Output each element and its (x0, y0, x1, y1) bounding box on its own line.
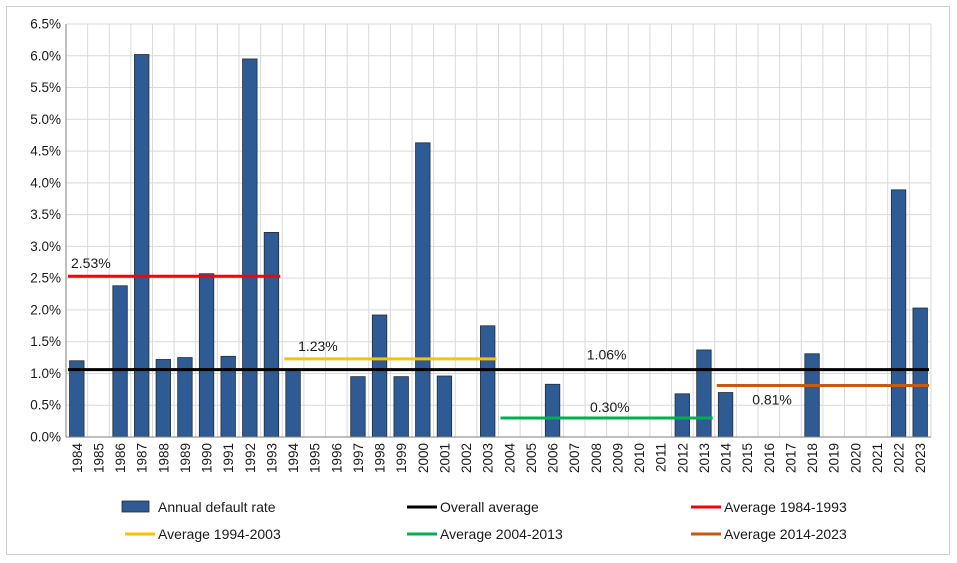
y-tick-label: 1.0% (30, 366, 61, 381)
bar-2012 (674, 393, 690, 438)
y-tick-label: 5.0% (30, 112, 61, 127)
x-tick-label: 1989 (178, 443, 193, 473)
x-tick-label: 2004 (502, 443, 517, 474)
x-tick-label: 1988 (156, 443, 171, 473)
bar-1998 (371, 314, 388, 438)
x-tick-label: 2021 (870, 443, 885, 473)
x-tick-label: 2011 (654, 443, 669, 472)
x-tick-label: 1994 (286, 443, 301, 474)
y-tick-label: 1.5% (30, 334, 61, 349)
y-tick-label: 3.0% (30, 239, 61, 254)
x-tick-label: 1986 (113, 443, 128, 473)
x-tick-label: 2005 (524, 443, 539, 473)
x-tick-label: 1992 (243, 443, 258, 473)
x-tick-label: 2017 (783, 443, 798, 473)
x-tick-label: 2006 (546, 443, 561, 473)
x-tick-label: 1997 (351, 443, 366, 473)
x-tick-label: 1984 (70, 443, 85, 474)
x-tick-label: 2001 (437, 443, 452, 473)
x-tick-label: 2012 (675, 443, 690, 473)
average-label-4: 0.81% (752, 392, 792, 408)
bar-1994 (285, 369, 301, 438)
bar-1987 (134, 54, 150, 438)
bar-1984 (69, 360, 85, 438)
y-tick-label: 3.5% (30, 207, 61, 222)
y-tick-label: 0.0% (30, 430, 61, 445)
gridlines (65, 23, 932, 438)
y-tick-label: 2.0% (30, 302, 61, 317)
x-tick-label: 1993 (264, 443, 279, 473)
bar-1993 (263, 232, 280, 438)
bar-1997 (350, 376, 366, 438)
x-tick-label: 2018 (805, 443, 820, 473)
bar-2018 (804, 353, 820, 438)
legend-label: Overall average (440, 499, 539, 515)
bar-1999 (393, 376, 409, 438)
bar-2006 (544, 383, 561, 438)
y-tick-label: 0.5% (30, 398, 61, 413)
legend-label: Average 2004-2013 (440, 526, 563, 542)
x-tick-label: 1987 (135, 443, 150, 473)
bar-1986 (112, 285, 128, 438)
x-tick-label: 2015 (740, 443, 755, 473)
x-tick-label: 1985 (91, 443, 106, 473)
average-lines: 1.06% 2.53% 1.23% 0.30% 0.81% (68, 255, 929, 420)
bar-2023 (912, 307, 928, 438)
y-tick-label: 6.5% (30, 17, 61, 32)
average-label-2: 1.23% (298, 338, 338, 354)
bar-2022 (890, 189, 907, 438)
x-tick-label: 2002 (459, 443, 474, 473)
legend-swatch-bar (121, 500, 150, 513)
x-tick-label: 2019 (827, 443, 842, 473)
average-label-0: 1.06% (587, 347, 627, 363)
bar-2014 (717, 392, 734, 438)
x-tick-label: 2009 (610, 443, 625, 473)
average-label-3: 0.30% (590, 399, 630, 415)
y-tick-label: 5.5% (30, 80, 61, 95)
legend-label: Average 1984-1993 (724, 499, 847, 515)
legend: Annual default rate Overall average Averag… (121, 499, 847, 542)
legend-label: Annual default rate (158, 499, 276, 515)
x-tick-label: 2000 (416, 443, 431, 473)
bar-1992 (242, 58, 258, 438)
x-tick-label: 1990 (200, 443, 215, 473)
x-tick-label: 2020 (848, 443, 863, 473)
x-tick-label: 1991 (221, 443, 236, 473)
y-tick-label: 4.0% (30, 175, 61, 190)
average-label-1: 2.53% (71, 255, 111, 271)
x-tick-label: 2022 (892, 443, 907, 473)
bar-2001 (436, 375, 453, 438)
x-tick-label: 1999 (394, 443, 409, 473)
x-tick-label: 2010 (632, 443, 647, 473)
x-tick-label: 2007 (567, 443, 582, 473)
bar-2003 (480, 325, 496, 438)
bar-2000 (415, 142, 431, 438)
y-tick-label: 6.0% (30, 48, 61, 63)
y-tick-label: 4.5% (30, 144, 61, 159)
x-tick-label: 2014 (719, 443, 734, 474)
legend-label: Average 1994-2003 (158, 526, 281, 542)
x-tick-label: 2013 (697, 443, 712, 473)
x-tick-label: 2003 (481, 443, 496, 473)
axes: 0.0% 0.5% 1.0% 1.5% 2.0% 2.5% 3.0% 3.5% 4.0% 4.5%… (30, 17, 931, 474)
y-tick-label: 2.5% (30, 271, 61, 286)
x-tick-label: 2023 (913, 443, 928, 473)
x-tick-label: 2008 (589, 443, 604, 473)
legend-label: Average 2014-2023 (724, 526, 847, 542)
x-tick-label: 1998 (373, 443, 388, 473)
x-tick-label: 1996 (329, 443, 344, 473)
bar-2013 (696, 349, 712, 438)
x-tick-label: 1995 (308, 443, 323, 473)
x-tick-label: 2016 (762, 443, 777, 473)
bar-1990 (198, 273, 215, 438)
bars (69, 54, 928, 438)
chart-frame (6, 6, 950, 555)
